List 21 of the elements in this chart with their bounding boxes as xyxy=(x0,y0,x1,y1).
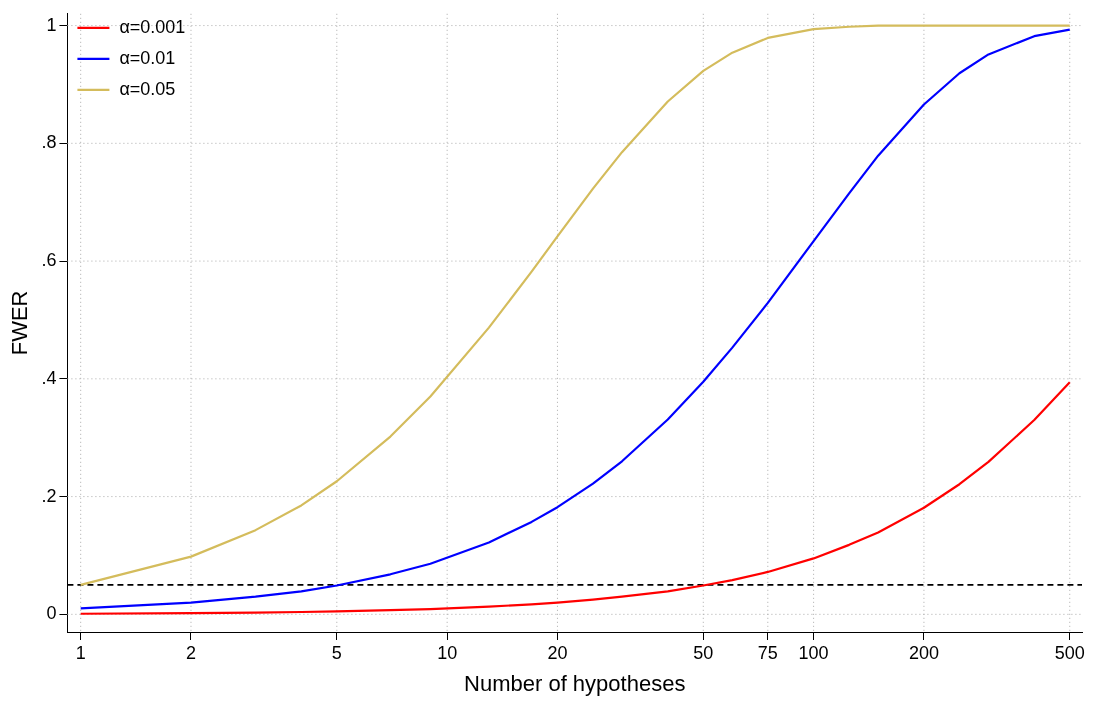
legend-label: α=0.01 xyxy=(119,47,176,68)
y-tick-label: 0 xyxy=(46,603,57,624)
x-tick-label: 50 xyxy=(693,642,714,663)
x-tick-label: 500 xyxy=(1054,642,1085,663)
y-tick-label: .6 xyxy=(41,250,57,271)
x-tick-label: 5 xyxy=(331,642,342,663)
x-tick-label: 75 xyxy=(757,642,778,663)
y-tick-label: .4 xyxy=(41,367,57,388)
legend-label: α=0.001 xyxy=(119,16,186,37)
y-axis-title: FWER xyxy=(7,290,33,356)
x-tick-label: 200 xyxy=(908,642,939,663)
x-tick-label: 10 xyxy=(437,642,458,663)
x-tick-label: 20 xyxy=(547,642,568,663)
x-tick-label: 1 xyxy=(75,642,86,663)
y-tick-label: .8 xyxy=(41,132,57,153)
y-tick-label: 1 xyxy=(46,14,57,35)
x-tick-label: 2 xyxy=(185,642,197,663)
x-tick-label: 100 xyxy=(798,642,829,663)
x-axis-title: Number of hypotheses xyxy=(464,670,686,696)
y-tick-label: .2 xyxy=(41,485,57,506)
legend-label: α=0.05 xyxy=(119,78,176,99)
